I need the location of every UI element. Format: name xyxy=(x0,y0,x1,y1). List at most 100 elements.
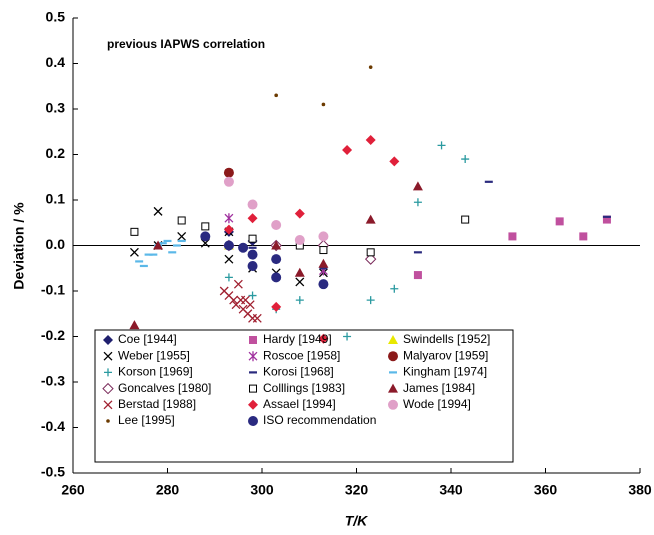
legend-label: James [1984] xyxy=(403,381,475,395)
marker xyxy=(130,227,139,236)
legend-label: Swindells [1952] xyxy=(403,332,490,346)
marker xyxy=(555,217,564,226)
marker-part xyxy=(247,213,258,224)
marker xyxy=(223,176,234,187)
legend-label: Assael [1994] xyxy=(263,397,336,411)
marker xyxy=(103,351,113,361)
y-tick-label: -0.5 xyxy=(41,464,65,480)
marker-part xyxy=(318,279,329,290)
marker xyxy=(248,399,258,410)
marker xyxy=(508,232,517,241)
marker-part xyxy=(318,333,329,344)
marker xyxy=(271,240,282,250)
marker xyxy=(153,206,163,216)
marker xyxy=(602,215,611,224)
marker xyxy=(103,335,113,345)
y-tick-label: 0.5 xyxy=(46,9,66,25)
marker xyxy=(437,141,446,150)
marker xyxy=(245,300,255,310)
marker xyxy=(413,271,422,280)
marker-part xyxy=(271,301,282,312)
marker-part xyxy=(103,400,113,410)
marker xyxy=(412,181,423,191)
x-tick-label: 380 xyxy=(628,482,652,498)
legend-label: Korosi [1968] xyxy=(263,365,334,379)
marker-part xyxy=(104,368,112,377)
marker xyxy=(153,240,164,250)
marker-part xyxy=(102,382,114,395)
marker-part xyxy=(248,416,258,426)
marker-part xyxy=(555,217,564,226)
marker-part xyxy=(413,271,422,280)
marker xyxy=(271,220,282,231)
marker xyxy=(271,272,282,283)
legend-label: Korson [1969] xyxy=(118,365,193,379)
marker xyxy=(102,382,114,395)
marker-part xyxy=(365,214,376,224)
marker-part xyxy=(103,335,113,345)
marker xyxy=(318,231,329,242)
marker-part xyxy=(294,267,305,277)
x-axis-title: T/K xyxy=(345,513,368,529)
marker-part xyxy=(389,156,400,167)
y-tick-label: -0.4 xyxy=(41,418,65,434)
marker xyxy=(388,351,398,362)
legend-label: Lee [1995] xyxy=(118,413,175,427)
marker-part xyxy=(200,231,211,242)
marker xyxy=(103,400,113,410)
marker xyxy=(294,208,305,219)
marker xyxy=(364,253,377,265)
marker-part xyxy=(129,320,140,330)
legend-label: Weber [1955] xyxy=(118,348,190,362)
y-tick-label: 0.2 xyxy=(46,145,66,161)
marker-part xyxy=(437,141,446,150)
marker-part xyxy=(248,351,258,362)
marker xyxy=(365,214,376,224)
marker xyxy=(247,199,258,210)
marker-part xyxy=(365,134,376,145)
marker xyxy=(129,320,140,330)
marker xyxy=(177,231,187,241)
marker-part xyxy=(238,242,249,253)
marker-part xyxy=(248,291,257,300)
marker xyxy=(295,277,305,287)
marker xyxy=(247,260,258,271)
marker-part xyxy=(343,332,352,341)
marker-part xyxy=(249,336,257,344)
marker xyxy=(294,267,305,277)
marker-part xyxy=(294,208,305,219)
marker-part xyxy=(508,232,517,241)
y-tick-label: 0.4 xyxy=(46,54,66,70)
marker xyxy=(318,258,329,268)
marker-part xyxy=(106,419,110,423)
marker xyxy=(342,144,353,155)
marker-part xyxy=(271,254,282,265)
marker-part xyxy=(274,93,278,98)
marker xyxy=(229,295,239,305)
legend-label: Wode [1994] xyxy=(403,397,471,411)
marker-part xyxy=(579,232,588,241)
x-tick-label: 280 xyxy=(156,482,180,498)
y-tick-label: -0.1 xyxy=(41,282,65,298)
marker-part xyxy=(388,399,398,410)
marker-part xyxy=(177,216,186,225)
marker xyxy=(223,224,234,235)
marker-part xyxy=(319,246,328,255)
marker-part xyxy=(271,272,282,283)
marker xyxy=(249,336,257,344)
marker xyxy=(104,368,112,377)
marker xyxy=(274,93,278,98)
marker-part xyxy=(223,224,234,235)
legend-label: Malyarov [1959] xyxy=(403,348,488,362)
marker-part xyxy=(294,235,305,246)
marker xyxy=(271,254,282,265)
x-tick-label: 360 xyxy=(534,482,558,498)
marker xyxy=(224,254,234,264)
marker xyxy=(295,296,304,305)
marker-part xyxy=(366,296,375,305)
marker-part xyxy=(224,254,234,264)
marker-part xyxy=(247,260,258,271)
marker xyxy=(224,213,234,224)
marker xyxy=(461,215,470,224)
marker-part xyxy=(153,240,164,250)
